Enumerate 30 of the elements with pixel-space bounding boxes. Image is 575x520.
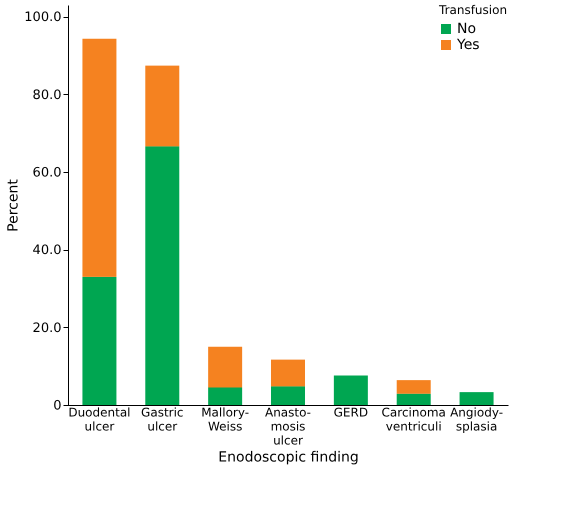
bar (82, 38, 116, 277)
bar (145, 66, 180, 146)
x-tick-label: Duodental ulcer (68, 406, 131, 434)
y-tick-label: 0 (53, 398, 62, 414)
x-tick-label: Gastric ulcer (141, 406, 184, 434)
x-tick-label: GERD (334, 406, 368, 420)
y-tick-label: 60.0 (32, 165, 62, 180)
legend-title: Transfusion (438, 3, 508, 17)
bar (271, 386, 305, 405)
bar (208, 346, 242, 388)
bar (396, 380, 431, 394)
x-tick-label: Angiody- splasia (450, 406, 504, 434)
x-axis-title: Enodoscopic finding (218, 450, 359, 466)
y-tick-label: 80.0 (32, 88, 62, 103)
y-axis-title: Percent (5, 178, 22, 232)
x-tick-label: Carcinoma ventriculi (382, 406, 446, 434)
x-tick-label: Mallory- Weiss (201, 406, 250, 434)
bar (208, 388, 242, 405)
bar (334, 375, 368, 405)
x-tick-label: Anasto- mosis ulcer (264, 406, 312, 448)
bar (145, 146, 180, 405)
legend-label: Yes (456, 37, 480, 53)
bar (460, 392, 494, 405)
bar (271, 360, 305, 386)
legend-label: No (457, 21, 476, 37)
y-tick-label: 100.0 (24, 10, 62, 26)
bar (82, 276, 116, 405)
y-tick-label: 40.0 (32, 243, 62, 258)
bar (396, 394, 431, 405)
y-tick-label: 20.0 (32, 320, 62, 336)
